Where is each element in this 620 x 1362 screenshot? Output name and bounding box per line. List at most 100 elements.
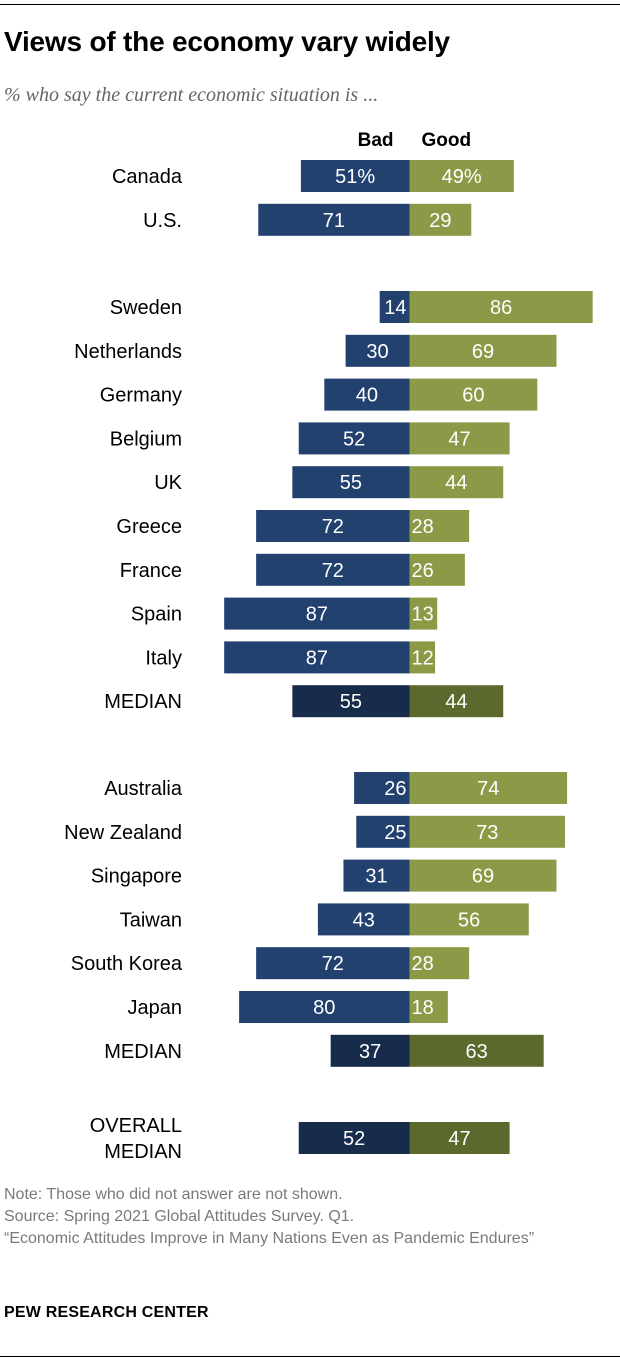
bar-good-median: [409, 1034, 544, 1067]
bar-good-japan: [409, 991, 448, 1023]
legend-bad: Bad: [358, 130, 394, 151]
bar-bad-italy: [224, 641, 410, 674]
row-label-south-korea: South Korea: [71, 953, 183, 975]
row-label-new-zealand: New Zealand: [64, 822, 182, 844]
value-bad-new-zealand: 25: [384, 822, 406, 844]
row-label-greece: Greece: [116, 516, 182, 538]
value-bad-canada: 51%: [335, 166, 375, 188]
footer-source: Source: Spring 2021 Global Attitudes Sur…: [4, 1208, 355, 1225]
value-bad-netherlands: 30: [366, 341, 388, 363]
row-label-taiwan: Taiwan: [120, 909, 182, 931]
bar-bad-median: [330, 1034, 410, 1067]
pew-research-center-logo: PEW RESEARCH CENTER: [4, 1304, 209, 1321]
bar-good-south-korea: [409, 947, 470, 980]
bar-good-greece: [409, 510, 470, 542]
row-label-singapore: Singapore: [91, 866, 182, 888]
value-good-sweden: 86: [490, 297, 512, 319]
footer-notes: Note: Those who did not answer are not s…: [4, 1184, 614, 1250]
row-label-overall-median: MEDIAN: [104, 1141, 182, 1163]
bar-good-canada: [409, 160, 514, 192]
row-label-australia: Australia: [104, 778, 183, 800]
row-label-japan: Japan: [128, 997, 183, 1019]
bar-bad-france: [256, 553, 410, 586]
value-good-median: 63: [465, 1041, 487, 1063]
row-label-u-s: U.S.: [143, 210, 182, 232]
value-good-greece: 28: [412, 516, 434, 538]
chart-subtitle: % who say the current economic situation…: [4, 84, 379, 106]
value-good-germany: 60: [462, 385, 484, 407]
value-good-singapore: 69: [472, 866, 494, 888]
value-good-taiwan: 56: [458, 909, 480, 931]
bar-bad-u-s: [258, 203, 410, 236]
value-bad-italy: 87: [306, 647, 328, 669]
bar-good-new-zealand: [409, 815, 565, 848]
value-good-u-s: 29: [429, 210, 451, 232]
value-bad-japan: 80: [313, 997, 335, 1019]
bar-bad-japan: [239, 991, 410, 1023]
value-good-belgium: 47: [448, 428, 470, 450]
value-bad-germany: 40: [356, 385, 378, 407]
value-good-uk: 44: [445, 472, 467, 494]
value-bad-median: 55: [340, 691, 362, 713]
bar-good-australia: [409, 772, 568, 804]
value-bad-south-korea: 72: [322, 953, 344, 975]
bar-bad-spain: [224, 597, 410, 630]
value-bad-overall-median: 52: [343, 1128, 365, 1150]
bar-bad-greece: [256, 510, 410, 542]
value-bad-greece: 72: [322, 516, 344, 538]
bar-bad-uk: [292, 466, 410, 499]
bar-bad-singapore: [343, 859, 410, 892]
footer-report-title: “Economic Attitudes Improve in Many Nati…: [4, 1230, 535, 1247]
row-label-france: France: [120, 560, 182, 582]
bar-bad-australia: [354, 772, 410, 804]
footer-note: Note: Those who did not answer are not s…: [4, 1186, 343, 1203]
bar-bad-germany: [324, 378, 410, 411]
value-bad-australia: 26: [384, 778, 406, 800]
row-label-spain: Spain: [131, 604, 182, 626]
value-bad-taiwan: 43: [353, 909, 375, 931]
bar-good-uk: [409, 466, 504, 499]
row-label-netherlands: Netherlands: [74, 341, 182, 363]
value-bad-spain: 87: [306, 604, 328, 626]
value-bad-belgium: 52: [343, 428, 365, 450]
bar-bad-belgium: [298, 422, 410, 455]
value-bad-france: 72: [322, 560, 344, 582]
bar-good-france: [409, 553, 465, 586]
bar-bad-median: [292, 685, 410, 718]
row-label-sweden: Sweden: [110, 297, 182, 319]
bar-good-median: [409, 685, 504, 718]
value-good-canada: 49%: [442, 166, 482, 188]
bottom-rule: [0, 1356, 620, 1357]
bar-good-germany: [409, 378, 538, 411]
bar-good-u-s: [409, 203, 472, 236]
bar-bad-south-korea: [256, 947, 410, 980]
bar-bad-netherlands: [345, 334, 410, 367]
bar-bad-taiwan: [317, 903, 410, 936]
bar-bad-canada: [300, 160, 410, 192]
bar-good-overall-median: [409, 1122, 510, 1154]
bar-good-italy: [409, 641, 436, 674]
bar-good-taiwan: [409, 903, 529, 936]
value-good-italy: 12: [412, 647, 434, 669]
value-good-spain: 13: [412, 604, 434, 626]
row-label-belgium: Belgium: [110, 428, 182, 450]
value-good-netherlands: 69: [472, 341, 494, 363]
bar-bad-sweden: [379, 291, 410, 323]
bar-good-singapore: [409, 859, 557, 892]
row-label-canada: Canada: [112, 166, 183, 188]
row-label-italy: Italy: [145, 647, 182, 669]
bar-good-spain: [409, 597, 438, 630]
bar-bad-overall-median: [298, 1122, 410, 1154]
value-good-japan: 18: [412, 997, 434, 1019]
value-good-australia: 74: [477, 778, 499, 800]
value-bad-u-s: 71: [323, 210, 345, 232]
value-bad-median: 37: [359, 1041, 381, 1063]
chart-title: Views of the economy vary widely: [4, 26, 450, 57]
value-good-france: 26: [412, 560, 434, 582]
legend-good: Good: [422, 130, 472, 151]
bar-good-belgium: [409, 422, 510, 455]
bar-good-sweden: [409, 291, 593, 323]
row-label-germany: Germany: [100, 385, 182, 407]
value-bad-uk: 55: [340, 472, 362, 494]
